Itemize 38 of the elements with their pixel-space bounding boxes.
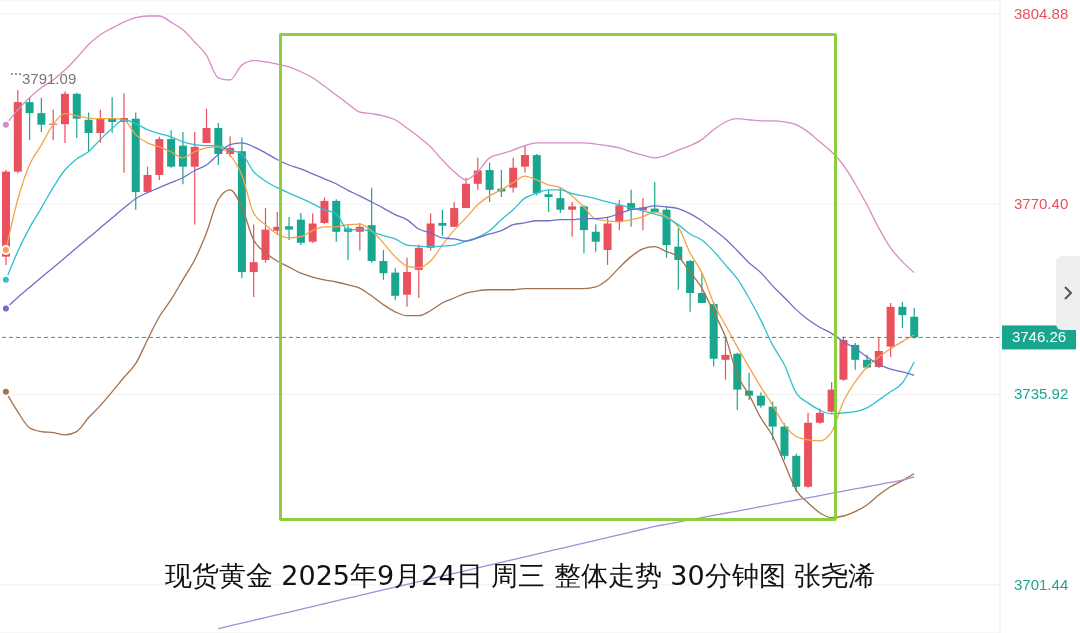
- candlestick: [190, 131, 199, 226]
- candlestick: [296, 212, 305, 246]
- candlestick: [84, 111, 93, 153]
- candlestick: [202, 108, 211, 144]
- candlestick: [544, 189, 553, 213]
- candlestick: [414, 243, 423, 299]
- candlestick: [285, 216, 294, 241]
- candlestick: [391, 267, 400, 301]
- candlestick: [438, 209, 447, 237]
- candlestick: [25, 97, 34, 141]
- candlestick: [721, 336, 730, 381]
- candlestick: [379, 249, 388, 281]
- candlestick: [591, 224, 600, 253]
- candlestick: [697, 272, 706, 304]
- candlestick: [143, 166, 152, 193]
- y-tick-label: 3770.40: [1014, 195, 1069, 213]
- candlestick: [308, 212, 317, 244]
- text: 现货黄金 2025年9月24日 周三 整体走势 30分钟图 张尧浠: [164, 560, 876, 591]
- candlestick: [520, 144, 529, 174]
- candlestick: [568, 201, 577, 238]
- y-tick-label: 3735.92: [1014, 385, 1069, 403]
- candlestick: [473, 157, 482, 191]
- y-tick-label: 3701.44: [1014, 575, 1069, 593]
- candlestick: [851, 342, 860, 371]
- candlestick: [96, 109, 105, 144]
- y-tick-label: 3804.88: [1014, 4, 1069, 22]
- candlestick: [450, 201, 459, 228]
- candlestick: [768, 401, 777, 441]
- candlestick: [509, 157, 518, 194]
- candlestick: [579, 204, 588, 254]
- candlestick: [178, 131, 187, 185]
- candlestick: [37, 97, 46, 133]
- candlestick: [403, 257, 412, 308]
- candlestick: [320, 196, 329, 225]
- ref-line-label: 3746.26: [1011, 328, 1067, 346]
- candlestick: [485, 162, 494, 203]
- candlestick: [249, 224, 258, 298]
- candlestick: [898, 301, 907, 329]
